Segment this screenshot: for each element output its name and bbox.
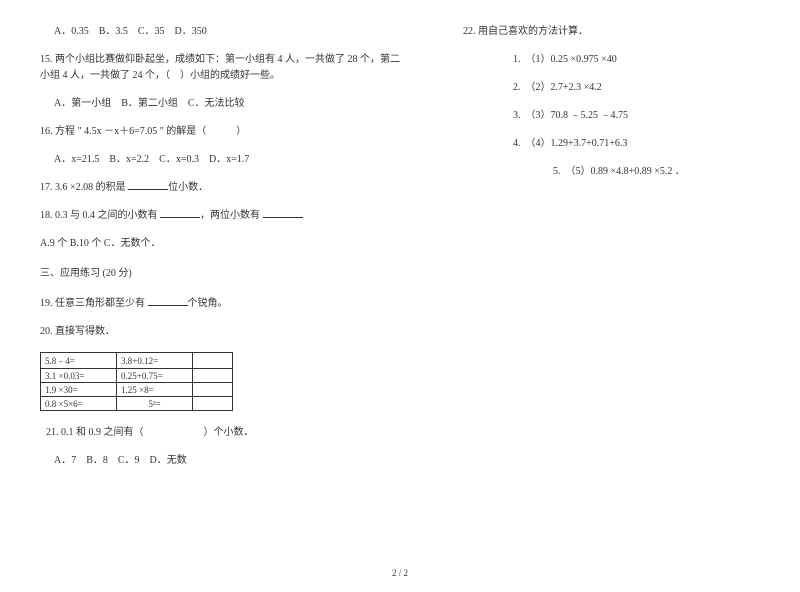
q17-suffix: 位小数． (168, 182, 208, 193)
q19-prefix: 19. 任意三角形都至少有 (40, 298, 148, 309)
q17-prefix: 17. 3.6 ×2.08 的积是 (40, 182, 128, 193)
q18-mid: ，两位小数有 (200, 210, 263, 221)
q21-options: A．7 B．8 C．9 D．无数 (40, 453, 403, 469)
cell-r1c2: 3.8+0.12= (117, 353, 193, 369)
q22-item-4: 4. （4）1.29+3.7+0.71+6.3 (463, 136, 760, 152)
page-number: 2 / 2 (392, 568, 408, 578)
q18-blank1 (160, 208, 200, 218)
q19-suffix: 个锐角。 (188, 298, 228, 309)
q17: 17. 3.6 ×2.08 的积是 位小数． (40, 180, 403, 196)
q17-blank (128, 180, 168, 190)
q22-text: 22. 用自己喜欢的方法计算． (463, 24, 760, 40)
q20-text: 20. 直接写得数． (40, 324, 403, 340)
cell-r3c3 (193, 383, 233, 397)
cell-r3c2: 1.25 ×8= (117, 383, 193, 397)
q19: 19. 任意三角形都至少有 个锐角。 (40, 296, 403, 312)
q19-blank (148, 296, 188, 306)
q22-item-1: 1. （1）0.25 ×0.975 ×40 (463, 52, 760, 68)
table-row: 0.8 ×5×6= 5²= (41, 397, 233, 411)
calc-table: 5.8﹣4= 3.8+0.12= 3.1 ×0.03= 0.25+0.75= 1… (40, 352, 233, 411)
q18-options: A.9 个 B.10 个 C．无数个． (40, 236, 403, 252)
table-row: 1.9 ×30= 1.25 ×8= (41, 383, 233, 397)
q18-blank2 (263, 208, 303, 218)
q18: 18. 0.3 与 0.4 之间的小数有 ，两位小数有 (40, 208, 403, 224)
table-row: 5.8﹣4= 3.8+0.12= (41, 353, 233, 369)
cell-r2c1: 3.1 ×0.03= (41, 369, 117, 383)
cell-r4c2: 5²= (117, 397, 193, 411)
cell-r2c3 (193, 369, 233, 383)
q18-prefix: 18. 0.3 与 0.4 之间的小数有 (40, 210, 160, 221)
table-row: 3.1 ×0.03= 0.25+0.75= (41, 369, 233, 383)
q16-options: A．x=21.5 B．x=2.2 C．x=0.3 D．x=1.7 (40, 152, 403, 168)
q16-text: 16. 方程 " 4.5x －x＋6=7.05 " 的解是（ ） (40, 124, 403, 140)
cell-r4c3 (193, 397, 233, 411)
q22-item-5: 5. （5）0.89 ×4.8+0.89 ×5.2 ． (463, 164, 760, 180)
section3-title: 三、应用练习 (20 分) (40, 266, 403, 282)
q22-item-2: 2. （2）2.7+2.3 ×4.2 (463, 80, 760, 96)
q15-text: 15. 两个小组比赛做仰卧起坐，成绩如下：第一小组有 4 人，一共做了 28 个… (40, 52, 403, 84)
q21-text: 21. 0.1 和 0.9 之间有（ ）个小数． (40, 425, 403, 441)
cell-r1c3 (193, 353, 233, 369)
cell-r2c2: 0.25+0.75= (117, 369, 193, 383)
cell-r1c1: 5.8﹣4= (41, 353, 117, 369)
cell-r3c1: 1.9 ×30= (41, 383, 117, 397)
q15-options: A．第一小组 B．第二小组 C．无法比较 (40, 96, 403, 112)
q22-item-3: 3. （3）70.8 ﹣5.25 ﹣4.75 (463, 108, 760, 124)
cell-r4c1: 0.8 ×5×6= (41, 397, 117, 411)
q14-options: A．0.35 B．3.5 C．35 D．350 (40, 24, 403, 40)
